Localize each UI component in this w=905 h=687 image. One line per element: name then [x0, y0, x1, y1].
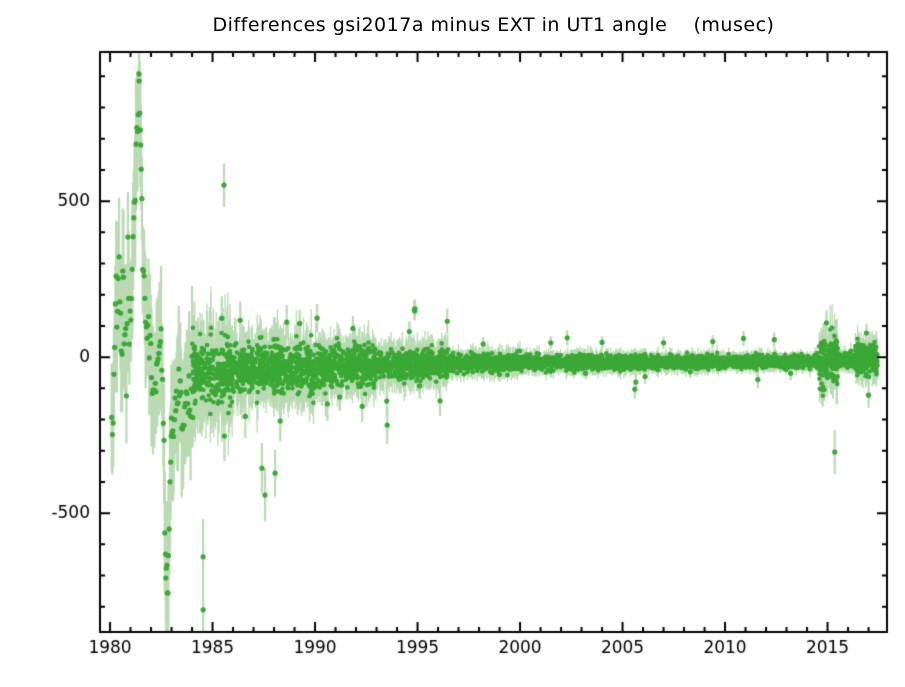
chart-title: Differences gsi2017a minus EXT in UT1 an…	[212, 14, 775, 36]
